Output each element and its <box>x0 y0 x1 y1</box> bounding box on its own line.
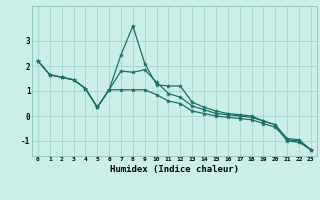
X-axis label: Humidex (Indice chaleur): Humidex (Indice chaleur) <box>110 165 239 174</box>
